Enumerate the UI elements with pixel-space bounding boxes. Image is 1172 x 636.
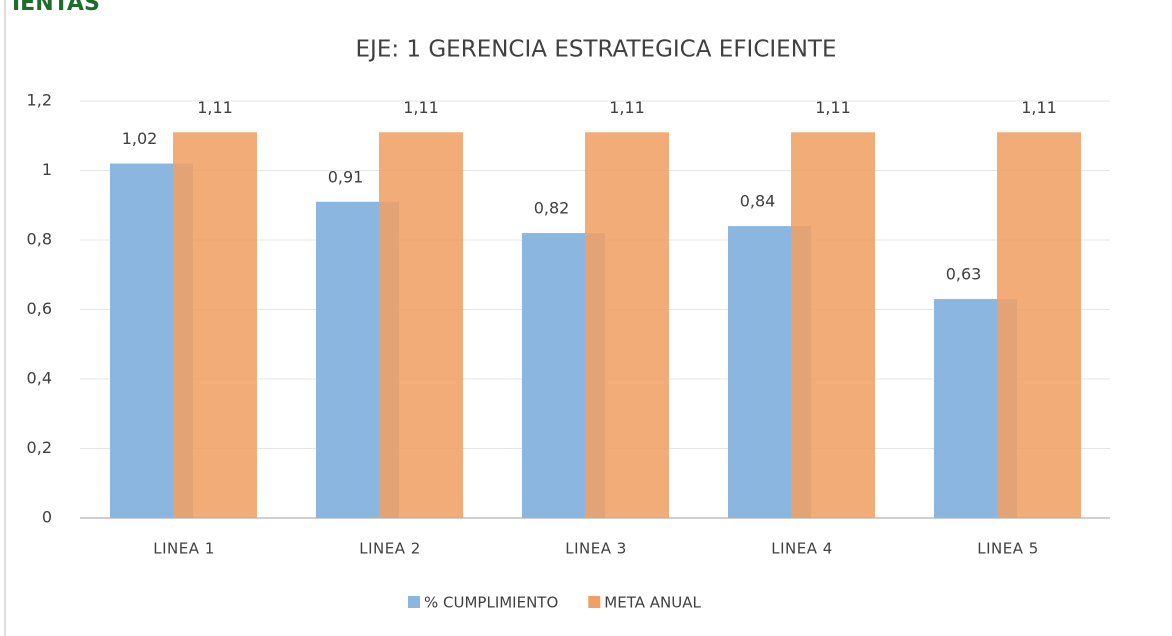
y-tick-label: 0 <box>42 508 52 527</box>
y-tick-label: 0,8 <box>27 230 52 249</box>
value-label: 1,02 <box>122 129 158 148</box>
legend-label: META ANUAL <box>604 594 701 612</box>
bar <box>791 132 875 518</box>
x-tick-label: LINEA 2 <box>359 540 421 558</box>
chart-title: EJE: 1 GERENCIA ESTRATEGICA EFICIENTE <box>356 37 837 63</box>
value-label: 1,11 <box>197 98 233 117</box>
y-tick-label: 0,6 <box>27 299 52 318</box>
x-tick-label: LINEA 3 <box>565 540 627 558</box>
value-label: 1,11 <box>609 98 645 117</box>
value-label: 1,11 <box>403 98 439 117</box>
legend-swatch <box>408 596 420 608</box>
value-label: 1,11 <box>1021 98 1057 117</box>
bar <box>173 132 257 518</box>
legend-label: % CUMPLIMIENTO <box>424 594 558 612</box>
value-label: 0,82 <box>534 199 570 218</box>
x-tick-label: LINEA 5 <box>977 540 1039 558</box>
y-tick-label: 0,2 <box>27 438 52 457</box>
value-label: 1,11 <box>815 98 851 117</box>
bar <box>997 132 1081 518</box>
bar <box>379 132 463 518</box>
y-tick-label: 1,2 <box>27 91 52 110</box>
legend-swatch <box>588 596 601 608</box>
bar <box>585 132 669 518</box>
y-tick-label: 1 <box>42 160 52 179</box>
x-tick-label: LINEA 4 <box>771 540 833 558</box>
value-label: 0,91 <box>328 167 364 186</box>
header-fragment: IENTAS <box>12 0 100 16</box>
value-label: 0,84 <box>740 192 776 211</box>
y-tick-label: 0,4 <box>27 369 52 388</box>
x-tick-label: LINEA 1 <box>153 540 215 558</box>
value-label: 0,63 <box>946 265 982 284</box>
